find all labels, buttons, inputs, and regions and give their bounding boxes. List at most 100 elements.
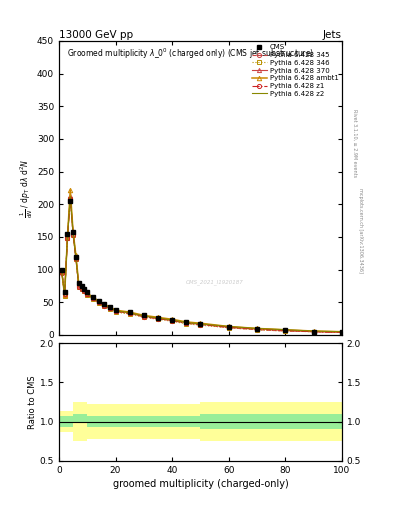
Pythia 6.428 370 <box>76 282 81 288</box>
Pythia 6.428 346 <box>102 303 107 309</box>
Pythia 6.428 370 <box>96 298 101 305</box>
Pythia 6.428 370 <box>73 254 78 260</box>
Pythia 6.428 370 <box>156 315 160 321</box>
Pythia 6.428 346 <box>141 314 146 321</box>
Pythia 6.428 370 <box>198 321 203 327</box>
Pythia 6.428 z2 <box>283 327 288 333</box>
Pythia 6.428 ambt1 <box>113 307 118 313</box>
Pythia 6.428 345 <box>71 230 75 237</box>
Pythia 6.428 z2 <box>73 255 78 261</box>
Pythia 6.428 z2 <box>62 291 67 297</box>
Pythia 6.428 ambt1 <box>141 312 146 318</box>
Pythia 6.428 z2 <box>65 234 70 241</box>
Pythia 6.428 z1 <box>156 315 160 322</box>
Pythia 6.428 z2 <box>141 313 146 319</box>
Pythia 6.428 345 <box>96 299 101 305</box>
Pythia 6.428 345 <box>82 287 87 293</box>
Pythia 6.428 ambt1 <box>127 309 132 315</box>
Text: 13000 GeV pp: 13000 GeV pp <box>59 30 133 40</box>
Pythia 6.428 z1 <box>113 308 118 314</box>
Pythia 6.428 z1 <box>59 270 64 276</box>
Pythia 6.428 346 <box>255 327 259 333</box>
Pythia 6.428 ambt1 <box>62 292 67 298</box>
Pythia 6.428 z2 <box>102 302 107 308</box>
Pythia 6.428 ambt1 <box>96 298 101 304</box>
CMS <box>198 321 203 327</box>
Pythia 6.428 z1 <box>102 303 107 309</box>
Pythia 6.428 z2 <box>184 319 189 326</box>
Pythia 6.428 z2 <box>85 291 90 297</box>
CMS <box>62 289 67 295</box>
Pythia 6.428 346 <box>127 311 132 317</box>
Pythia 6.428 ambt1 <box>283 327 288 333</box>
Pythia 6.428 346 <box>198 322 203 328</box>
Pythia 6.428 z2 <box>59 268 64 274</box>
Pythia 6.428 z2 <box>255 325 259 331</box>
Pythia 6.428 370 <box>141 313 146 319</box>
Pythia 6.428 346 <box>156 316 160 323</box>
Pythia 6.428 z1 <box>79 286 84 292</box>
Pythia 6.428 345 <box>102 303 107 309</box>
Pythia 6.428 370 <box>184 319 189 326</box>
Pythia 6.428 z1 <box>170 317 174 324</box>
Pythia 6.428 z1 <box>82 288 87 294</box>
Pythia 6.428 345 <box>340 329 344 335</box>
Pythia 6.428 346 <box>71 232 75 238</box>
Legend: CMS, Pythia 6.428 345, Pythia 6.428 346, Pythia 6.428 370, Pythia 6.428 ambt1, P: CMS, Pythia 6.428 345, Pythia 6.428 346,… <box>250 43 340 98</box>
Pythia 6.428 ambt1 <box>198 320 203 326</box>
Pythia 6.428 346 <box>311 329 316 335</box>
Pythia 6.428 z1 <box>127 310 132 316</box>
Pythia 6.428 346 <box>82 288 87 294</box>
Pythia 6.428 346 <box>96 300 101 306</box>
Pythia 6.428 z2 <box>68 194 73 200</box>
CMS <box>141 312 146 318</box>
Pythia 6.428 ambt1 <box>102 301 107 307</box>
CMS <box>73 253 78 260</box>
Pythia 6.428 345 <box>113 308 118 314</box>
Line: Pythia 6.428 ambt1: Pythia 6.428 ambt1 <box>60 188 344 334</box>
Pythia 6.428 370 <box>65 234 70 241</box>
Pythia 6.428 z2 <box>226 324 231 330</box>
Pythia 6.428 z1 <box>198 322 203 328</box>
Pythia 6.428 z1 <box>71 232 75 238</box>
Text: mcplots.cern.ch [arXiv:1306.3436]: mcplots.cern.ch [arXiv:1306.3436] <box>358 188 363 273</box>
Pythia 6.428 z2 <box>76 282 81 288</box>
Pythia 6.428 346 <box>68 196 73 202</box>
Pythia 6.428 ambt1 <box>76 281 81 287</box>
Pythia 6.428 z1 <box>255 326 259 332</box>
Pythia 6.428 345 <box>85 291 90 297</box>
Pythia 6.428 z1 <box>73 256 78 262</box>
Pythia 6.428 ambt1 <box>170 316 174 323</box>
Pythia 6.428 z2 <box>96 298 101 305</box>
Pythia 6.428 370 <box>90 294 95 301</box>
Pythia 6.428 370 <box>113 308 118 314</box>
Pythia 6.428 ambt1 <box>73 252 78 259</box>
Pythia 6.428 ambt1 <box>184 319 189 325</box>
CMS <box>65 230 70 237</box>
CMS <box>85 289 90 295</box>
Pythia 6.428 z1 <box>96 299 101 305</box>
Pythia 6.428 345 <box>73 255 78 261</box>
Text: Groomed multiplicity $\lambda\_0^0$ (charged only) (CMS jet substructure): Groomed multiplicity $\lambda\_0^0$ (cha… <box>68 47 314 61</box>
Pythia 6.428 345 <box>156 315 160 322</box>
Pythia 6.428 345 <box>65 234 70 240</box>
Pythia 6.428 z1 <box>226 324 231 330</box>
Pythia 6.428 ambt1 <box>79 284 84 290</box>
Pythia 6.428 346 <box>62 293 67 299</box>
CMS <box>90 294 95 300</box>
Pythia 6.428 346 <box>59 269 64 275</box>
Pythia 6.428 ambt1 <box>255 325 259 331</box>
CMS <box>283 327 288 333</box>
Pythia 6.428 z2 <box>127 310 132 316</box>
Text: CMS_2021_I1920187: CMS_2021_I1920187 <box>186 279 243 285</box>
Pythia 6.428 z1 <box>65 235 70 241</box>
CMS <box>82 286 87 292</box>
Pythia 6.428 345 <box>108 305 112 311</box>
Pythia 6.428 370 <box>82 287 87 293</box>
Pythia 6.428 345 <box>141 313 146 319</box>
Pythia 6.428 345 <box>76 283 81 289</box>
Pythia 6.428 z1 <box>340 329 344 335</box>
Pythia 6.428 370 <box>59 268 64 274</box>
Pythia 6.428 ambt1 <box>85 290 90 296</box>
Pythia 6.428 346 <box>85 292 90 298</box>
